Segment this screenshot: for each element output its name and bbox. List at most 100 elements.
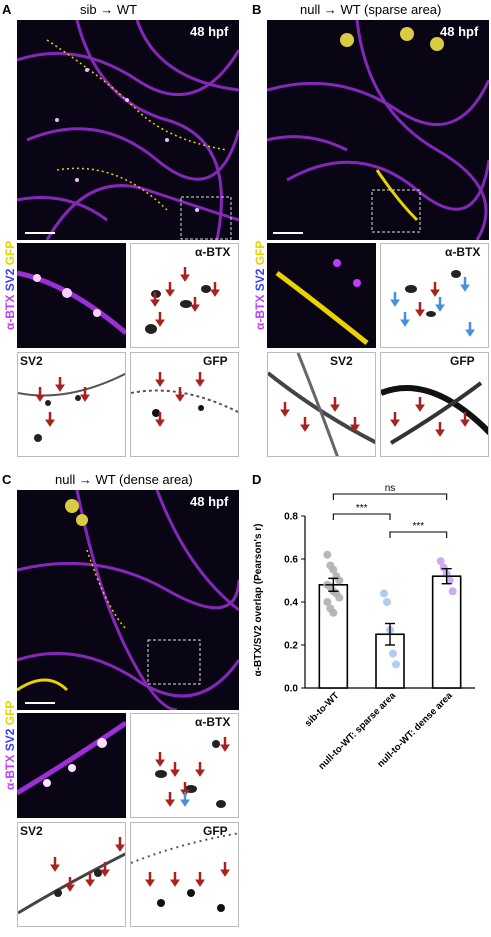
panel-a-sv2-inset: [17, 352, 126, 457]
panel-b-gfp-inset: [380, 352, 489, 457]
panel-c-time: 48 hpf: [190, 494, 229, 509]
panel-a-merge-inset: [17, 243, 126, 348]
panel-c-label: C: [2, 472, 12, 487]
red-arrow: [434, 420, 446, 438]
data-point: [389, 649, 397, 658]
panel-a-btx-inset: [130, 243, 239, 348]
panel-b-overview-image: [267, 20, 489, 240]
panel-a-overview-image: [17, 20, 239, 240]
red-arrow: [169, 870, 181, 888]
red-arrow: [414, 395, 426, 413]
red-arrow: [194, 760, 206, 778]
red-arrow: [299, 415, 311, 433]
red-arrow: [174, 385, 186, 403]
panel-b-time: 48 hpf: [440, 24, 479, 39]
panel-c-sv2-tag: SV2: [20, 824, 43, 838]
panel-b-btx-tag: α-BTX: [445, 245, 481, 259]
panel-c-btx-tag: α-BTX: [195, 715, 231, 729]
data-point: [323, 598, 332, 606]
data-point: [436, 557, 445, 566]
red-arrow: [219, 860, 231, 878]
red-arrow: [414, 300, 426, 318]
data-point: [383, 598, 391, 606]
blue-arrow: [389, 290, 401, 308]
red-arrow: [84, 870, 96, 888]
data-point: [392, 660, 400, 669]
panel-c-gfp-inset: [130, 822, 239, 927]
data-point: [439, 563, 448, 572]
panel-c-scale-bar: [25, 702, 55, 704]
red-arrow: [114, 835, 126, 853]
panel-c-gfp-tag: GFP: [203, 824, 228, 838]
bar: [318, 584, 349, 689]
blue-arrow: [179, 790, 191, 808]
bars: [318, 575, 462, 689]
data-point: [445, 576, 454, 585]
red-arrow: [219, 735, 231, 753]
panel-a-time: 48 hpf: [190, 24, 229, 39]
blue-arrow: [459, 275, 471, 293]
panel-b-scale-bar: [273, 232, 303, 234]
x-tick-label: sib-to-WT: [303, 690, 342, 729]
panel-b-merge-inset: [267, 243, 376, 348]
panel-d-label: D: [252, 472, 262, 487]
y-tick-label: 0.0: [284, 684, 298, 695]
red-arrow: [149, 290, 161, 308]
red-arrow: [64, 875, 76, 893]
red-arrow: [349, 415, 361, 433]
bar: [431, 575, 462, 689]
panel-c-title: null → WT (dense area): [55, 472, 193, 487]
panel-a-title: sib → WT: [80, 2, 138, 17]
blue-arrow: [434, 295, 446, 313]
data-point: [448, 587, 457, 596]
y-tick-label: 0.2: [284, 641, 298, 652]
panel-b-label: B: [252, 2, 262, 17]
red-arrow: [389, 410, 401, 428]
significance-bracket: [332, 513, 391, 520]
blue-arrow: [399, 310, 411, 328]
data-point: [329, 565, 338, 574]
panel-a-gfp-tag: GFP: [203, 354, 228, 368]
red-arrow: [144, 870, 156, 888]
red-arrow: [164, 280, 176, 298]
panel-a-label: A: [2, 2, 12, 17]
significance-label: ns: [385, 483, 396, 494]
red-arrow: [154, 410, 166, 428]
red-arrow: [79, 385, 91, 403]
red-arrow: [329, 395, 341, 413]
panel-a-gfp-inset: [130, 352, 239, 457]
red-arrow: [34, 385, 46, 403]
red-arrow: [154, 310, 166, 328]
significance-bracket: [332, 493, 448, 500]
panel-c-overview-image: [17, 490, 239, 710]
red-arrow: [194, 870, 206, 888]
y-tick-label: 0.6: [284, 555, 298, 566]
data-point: [323, 550, 332, 559]
error-bars: [325, 567, 455, 646]
red-arrow: [49, 855, 61, 873]
significance-label: ***: [356, 503, 368, 514]
red-arrow: [164, 790, 176, 808]
data-point: [335, 593, 344, 602]
y-tick-label: 0.4: [284, 598, 298, 609]
red-arrow: [54, 375, 66, 393]
panel-b-sv2-tag: SV2: [330, 354, 353, 368]
blue-arrow: [464, 320, 476, 338]
panel-a-scale-bar: [25, 232, 55, 234]
panel-c-sv2-inset: [17, 822, 126, 927]
red-arrow: [459, 410, 471, 428]
significance-bracket: [389, 531, 448, 538]
bar-chart: α-BTX/SV2 overlap (Pearson's r) 0.0 0.2 0.…: [253, 483, 475, 772]
panel-a-btx-tag: α-BTX: [195, 245, 231, 259]
y-axis-label: α-BTX/SV2 overlap (Pearson's r): [253, 523, 264, 676]
red-arrow: [179, 265, 191, 283]
significance-label: ***: [412, 521, 424, 532]
data-point: [380, 589, 388, 598]
panel-a-sv2-tag: SV2: [20, 354, 43, 368]
data-point: [329, 608, 338, 617]
red-arrow: [189, 295, 201, 313]
red-arrow: [154, 370, 166, 388]
y-tick-label: 0.8: [284, 512, 298, 523]
